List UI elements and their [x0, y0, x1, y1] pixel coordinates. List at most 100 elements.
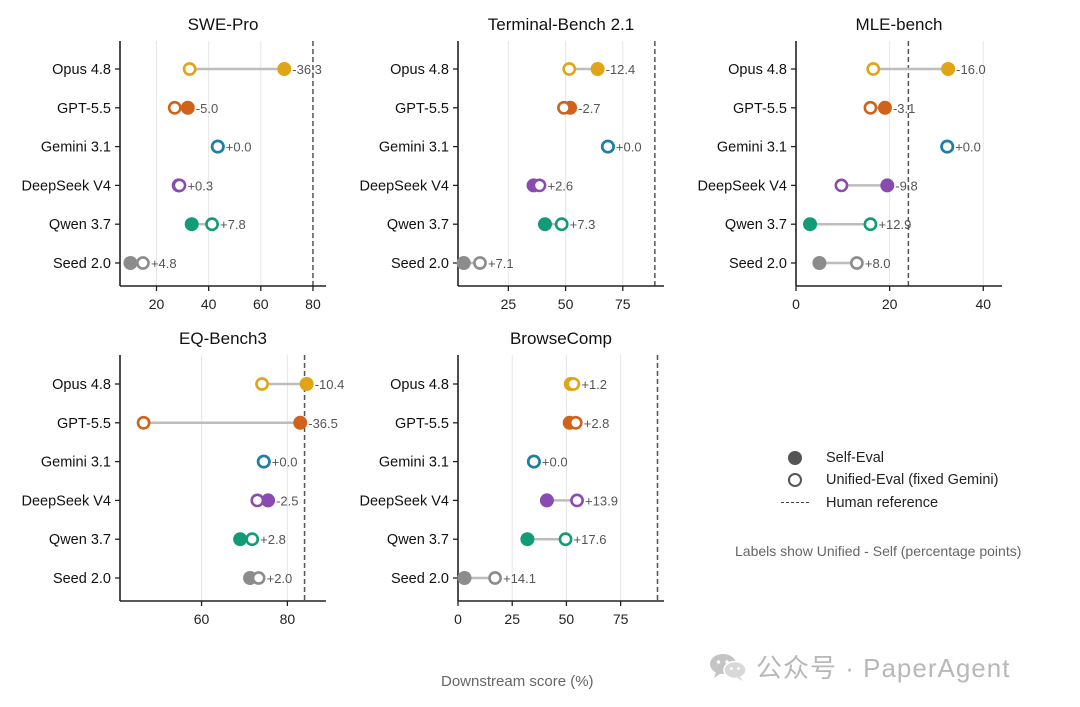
panel-mle-bench-deepseek-v4-y-tick-label: DeepSeek V4: [698, 178, 787, 194]
panel-mle-bench-seed-2-0-y-tick-label: Seed 2.0: [729, 256, 787, 272]
panel-mle-bench-x-tick-label: 0: [792, 296, 800, 312]
panel-terminal-bench-2-1-qwen-3-7-unified-eval-point: [554, 217, 569, 232]
panel-swe-pro-gpt-5-5-self-eval-point: [180, 100, 195, 115]
labels-note: Labels show Unified - Self (percentage p…: [735, 543, 1022, 559]
panel-browsecomp-opus-4-8-y-tick-label: Opus 4.8: [390, 377, 449, 393]
panel-mle-bench-qwen-3-7-delta-label: +12.9: [878, 217, 911, 232]
panel-mle-bench-deepseek-v4-self-eval-point: [880, 178, 895, 193]
panel-browsecomp-gemini-3-1-delta-label: +0.0: [542, 455, 568, 470]
panel-mle-bench-opus-4-8-self-eval-point: [941, 62, 956, 76]
wechat-icon: [710, 653, 747, 681]
panel-browsecomp-opus-4-8-delta-label: +1.2: [581, 377, 607, 392]
panel-browsecomp-deepseek-v4-y-tick-label: DeepSeek V4: [360, 493, 449, 509]
panel-swe-pro-qwen-3-7-y-tick-label: Qwen 3.7: [49, 217, 111, 233]
panel-mle-bench-deepseek-v4-delta-label: -9.8: [895, 178, 917, 193]
panel-browsecomp-deepseek-v4-delta-label: +13.9: [585, 493, 618, 508]
panel-browsecomp-qwen-3-7-delta-label: +17.6: [574, 532, 607, 547]
panel-eq-bench3-deepseek-v4-delta-label: -2.5: [276, 493, 298, 508]
panel-terminal-bench-2-1-qwen-3-7-y-tick-label: Qwen 3.7: [387, 217, 449, 233]
panel-eq-bench3-deepseek-v4-self-eval-point: [261, 493, 276, 508]
legend-filled-marker: [780, 446, 810, 470]
x-axis-caption: Downstream score (%): [441, 673, 594, 690]
panel-eq-bench3-deepseek-v4-y-tick-label: DeepSeek V4: [22, 493, 111, 509]
panel-browsecomp-deepseek-v4-self-eval-point: [539, 493, 554, 508]
panel-eq-bench3-qwen-3-7-self-eval-point: [233, 532, 248, 547]
panel-swe-pro-opus-4-8-self-eval-point: [277, 62, 292, 76]
panel-mle-bench-seed-2-0-self-eval-point: [812, 256, 827, 270]
panel-mle-bench-gpt-5-5-self-eval-point: [877, 100, 892, 115]
panel-swe-pro-deepseek-v4-y-tick-label: DeepSeek V4: [22, 178, 111, 194]
legend-self-eval-label: Self-Eval: [826, 450, 885, 466]
panel-swe-pro-gemini-3-1-delta-label: +0.0: [226, 140, 252, 155]
panel-swe-pro-opus-4-8-delta-label: -36.3: [292, 62, 322, 77]
panel-terminal-bench-2-1-seed-2-0-unified-eval-point: [473, 256, 487, 270]
panel-terminal-bench-2-1-gemini-3-1-unified-eval-point: [601, 139, 615, 154]
panel-browsecomp-opus-4-8-unified-eval-point: [566, 377, 581, 391]
watermark-text: 公众号 · PaperAgent: [756, 653, 1011, 683]
panel-eq-bench3-x-tick-label: 60: [194, 611, 210, 627]
panel-terminal-bench-2-1-x-tick-label: 75: [615, 296, 631, 312]
panel-mle-bench-gpt-5-5-y-tick-label: GPT-5.5: [733, 101, 787, 117]
panel-browsecomp-gpt-5-5-delta-label: +2.8: [584, 416, 610, 431]
panel-terminal-bench-2-1-deepseek-v4-unified-eval-point: [532, 178, 547, 193]
panel-browsecomp-seed-2-0-unified-eval-point: [488, 571, 502, 585]
panel-browsecomp-gpt-5-5-y-tick-label: GPT-5.5: [395, 416, 449, 432]
panel-eq-bench3-gemini-3-1-y-tick-label: Gemini 3.1: [41, 455, 111, 471]
panel-mle-bench-gpt-5-5-delta-label: -3.1: [893, 101, 915, 116]
panel-swe-pro-gemini-3-1-y-tick-label: Gemini 3.1: [41, 140, 111, 156]
panel-terminal-bench-2-1-deepseek-v4-delta-label: +2.6: [547, 178, 573, 193]
panel-mle-bench-seed-2-0-unified-eval-point: [849, 256, 864, 270]
panel-terminal-bench-2-1-x-tick-label: 50: [558, 296, 574, 312]
legend-human-reference-label: Human reference: [826, 495, 939, 511]
panel-terminal-bench-2-1-opus-4-8-self-eval-point: [590, 62, 605, 76]
panel-browsecomp-qwen-3-7-y-tick-label: Qwen 3.7: [387, 532, 449, 548]
panel-swe-pro-title: SWE-Pro: [188, 15, 259, 34]
panel-eq-bench3-gpt-5-5-y-tick-label: GPT-5.5: [57, 416, 111, 432]
panel-eq-bench3-seed-2-0-delta-label: +2.0: [267, 571, 293, 586]
panel-eq-bench3-seed-2-0-unified-eval-point: [251, 571, 266, 585]
panel-eq-bench3-deepseek-v4-unified-eval-point: [250, 493, 265, 508]
panel-eq-bench3-gpt-5-5-unified-eval-point: [136, 415, 151, 430]
panel-terminal-bench-2-1-gpt-5-5-unified-eval-point: [557, 100, 571, 115]
panel-eq-bench3-qwen-3-7-delta-label: +2.8: [260, 532, 286, 547]
panel-swe-pro-opus-4-8-unified-eval-point: [182, 62, 197, 76]
panel-terminal-bench-2-1-gpt-5-5-delta-label: -2.7: [578, 101, 600, 116]
panel-swe-pro-qwen-3-7-delta-label: +7.8: [220, 217, 246, 232]
panel-swe-pro-gpt-5-5-delta-label: -5.0: [196, 101, 218, 116]
panel-mle-bench-opus-4-8-y-tick-label: Opus 4.8: [728, 62, 787, 78]
panel-mle-bench-qwen-3-7-unified-eval-point: [863, 217, 878, 232]
panel-mle-bench-opus-4-8-delta-label: -16.0: [956, 62, 986, 77]
panel-swe-pro-seed-2-0-unified-eval-point: [136, 256, 150, 270]
panel-swe-pro-x-tick-label: 40: [201, 296, 217, 312]
panel-mle-bench-title: MLE-bench: [856, 15, 943, 34]
panel-terminal-bench-2-1-gemini-3-1-y-tick-label: Gemini 3.1: [379, 140, 449, 156]
legend-self-eval: Self-Eval: [780, 446, 884, 470]
panel-terminal-bench-2-1-qwen-3-7-self-eval-point: [537, 217, 552, 232]
panel-browsecomp-seed-2-0-self-eval-point: [457, 571, 472, 585]
panel-eq-bench3-title: EQ-Bench3: [179, 329, 267, 348]
panel-browsecomp-x-tick-label: 0: [454, 611, 462, 627]
panel-eq-bench3-opus-4-8-delta-label: -10.4: [315, 377, 345, 392]
panel-terminal-bench-2-1-seed-2-0-delta-label: +7.1: [488, 256, 514, 271]
panel-mle-bench-gemini-3-1-unified-eval-point: [940, 139, 955, 154]
panel-swe-pro-qwen-3-7-self-eval-point: [184, 217, 199, 232]
panel-terminal-bench-2-1-opus-4-8-unified-eval-point: [562, 62, 577, 76]
panel-eq-bench3-seed-2-0-y-tick-label: Seed 2.0: [53, 571, 111, 587]
panel-mle-bench-opus-4-8-unified-eval-point: [866, 62, 881, 76]
panel-browsecomp-x-tick-label: 75: [613, 611, 629, 627]
panel-terminal-bench-2-1-qwen-3-7-delta-label: +7.3: [570, 217, 596, 232]
panel-mle-bench-deepseek-v4-unified-eval-point: [834, 178, 849, 193]
panel-terminal-bench-2-1-x-tick-label: 25: [501, 296, 517, 312]
legend-unified-eval: Unified-Eval (fixed Gemini): [780, 468, 998, 492]
panel-browsecomp-qwen-3-7-unified-eval-point: [558, 532, 573, 547]
panel-mle-bench-qwen-3-7-self-eval-point: [803, 217, 818, 232]
panel-eq-bench3-gpt-5-5-delta-label: -36.5: [308, 416, 338, 431]
legend-dashed-line: [780, 491, 810, 515]
panel-terminal-bench-2-1-opus-4-8-y-tick-label: Opus 4.8: [390, 62, 449, 78]
panel-mle-bench-x-tick-label: 40: [975, 296, 991, 312]
panel-mle-bench-seed-2-0-delta-label: +8.0: [865, 256, 891, 271]
panel-browsecomp-title: BrowseComp: [510, 329, 612, 348]
panel-browsecomp-seed-2-0-y-tick-label: Seed 2.0: [391, 571, 449, 587]
panel-mle-bench-gemini-3-1-y-tick-label: Gemini 3.1: [717, 140, 787, 156]
